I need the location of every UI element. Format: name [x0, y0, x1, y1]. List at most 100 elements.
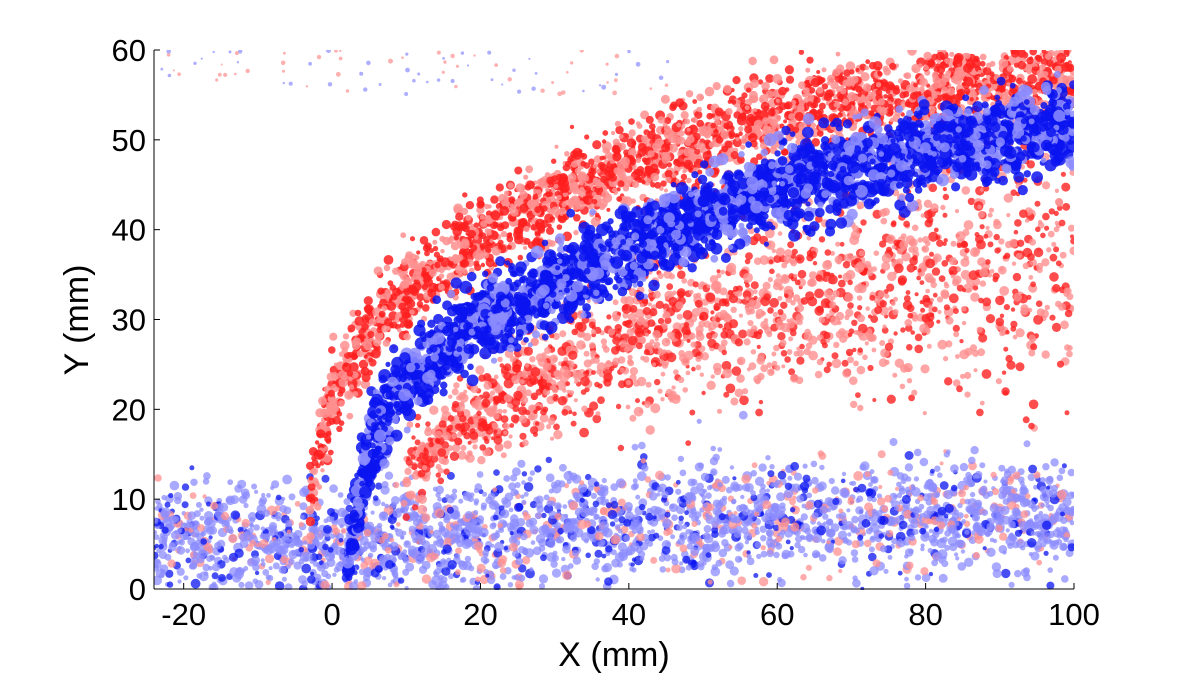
red-point	[649, 297, 654, 302]
light-blue-point	[241, 568, 246, 573]
red-point	[530, 367, 541, 377]
red-point	[987, 272, 993, 278]
red-point	[864, 341, 869, 346]
red-point	[678, 350, 686, 357]
light-blue-point	[613, 517, 619, 523]
red-point	[784, 293, 789, 299]
light-blue-point	[639, 526, 644, 531]
light-blue-point	[868, 552, 877, 562]
light-blue-point	[513, 489, 520, 496]
light-blue-point	[1008, 520, 1016, 529]
light-blue-point	[762, 500, 772, 510]
red-point	[948, 293, 959, 304]
light-blue-point	[833, 547, 842, 556]
red-point	[677, 270, 686, 280]
light-blue-point	[205, 516, 214, 525]
red-point	[721, 349, 727, 356]
red-point	[953, 331, 960, 338]
light-blue-point	[629, 520, 639, 530]
light-blue-point	[630, 483, 638, 491]
red-point	[416, 445, 424, 453]
red-point	[1040, 232, 1046, 239]
red-point	[842, 368, 852, 378]
red-point	[440, 405, 449, 414]
red-point	[695, 355, 702, 362]
light-blue-point	[499, 573, 507, 580]
light-blue-point	[551, 568, 562, 578]
red-point	[617, 444, 625, 452]
red-point	[657, 348, 665, 356]
red-point	[502, 409, 508, 414]
light-blue-point	[1047, 567, 1053, 573]
light-blue-point	[244, 581, 254, 590]
light-blue-point	[828, 477, 835, 485]
light-blue-point	[445, 494, 451, 499]
red-point	[900, 327, 906, 333]
red-point	[535, 421, 540, 426]
red-point	[779, 339, 787, 347]
light-blue-point	[722, 519, 730, 527]
red-point	[767, 307, 774, 314]
light-blue-point	[826, 574, 833, 582]
light-blue-point	[329, 484, 338, 493]
red-point	[651, 362, 657, 367]
data-points	[154, 50, 1074, 590]
light-blue-point	[955, 556, 960, 561]
light-blue-point	[725, 486, 733, 494]
red-point	[697, 284, 704, 290]
red-point	[834, 255, 843, 264]
red-point	[434, 430, 443, 439]
red-point	[459, 393, 469, 403]
red-point	[476, 410, 482, 416]
light-blue-point	[920, 546, 925, 552]
red-point	[688, 289, 694, 295]
light-blue-point	[568, 501, 579, 511]
red-point	[510, 414, 520, 424]
light-blue-point	[598, 489, 605, 496]
light-blue-point	[617, 498, 626, 507]
light-blue-point	[561, 556, 566, 562]
light-blue-point	[718, 548, 728, 558]
light-blue-point	[176, 528, 182, 534]
red-point	[1049, 272, 1059, 282]
light-blue-point	[628, 506, 633, 512]
light-blue-point	[731, 499, 737, 505]
light-blue-point	[685, 498, 692, 505]
light-blue-point	[323, 518, 329, 524]
red-point	[1055, 260, 1062, 267]
light-blue-point	[254, 489, 259, 494]
light-blue-point	[409, 549, 418, 558]
red-point	[892, 308, 899, 316]
light-blue-point	[1002, 550, 1007, 555]
light-blue-point	[511, 575, 516, 580]
red-point	[725, 383, 736, 394]
red-point	[529, 356, 536, 363]
red-point	[879, 340, 886, 346]
red-point	[968, 270, 979, 281]
red-point	[1049, 253, 1058, 262]
light-blue-point	[851, 480, 857, 486]
red-point	[1041, 258, 1050, 267]
red-point	[708, 327, 713, 332]
red-point	[713, 367, 722, 376]
light-blue-point	[400, 534, 405, 540]
light-blue-point	[447, 560, 457, 570]
red-point	[955, 231, 966, 242]
red-point	[979, 224, 985, 230]
red-point	[1049, 314, 1056, 321]
light-blue-point	[751, 522, 758, 529]
light-blue-point	[653, 532, 660, 539]
red-point	[775, 273, 781, 279]
light-blue-point	[618, 549, 628, 558]
light-blue-point	[418, 555, 424, 561]
red-point	[794, 279, 801, 286]
light-blue-point	[685, 564, 692, 571]
red-point	[715, 317, 721, 323]
red-point	[952, 324, 960, 332]
red-point	[985, 314, 996, 324]
light-blue-point	[577, 519, 588, 530]
light-blue-point	[507, 582, 514, 588]
red-point	[1054, 188, 1060, 193]
light-blue-point	[970, 446, 979, 455]
red-point	[919, 86, 925, 92]
